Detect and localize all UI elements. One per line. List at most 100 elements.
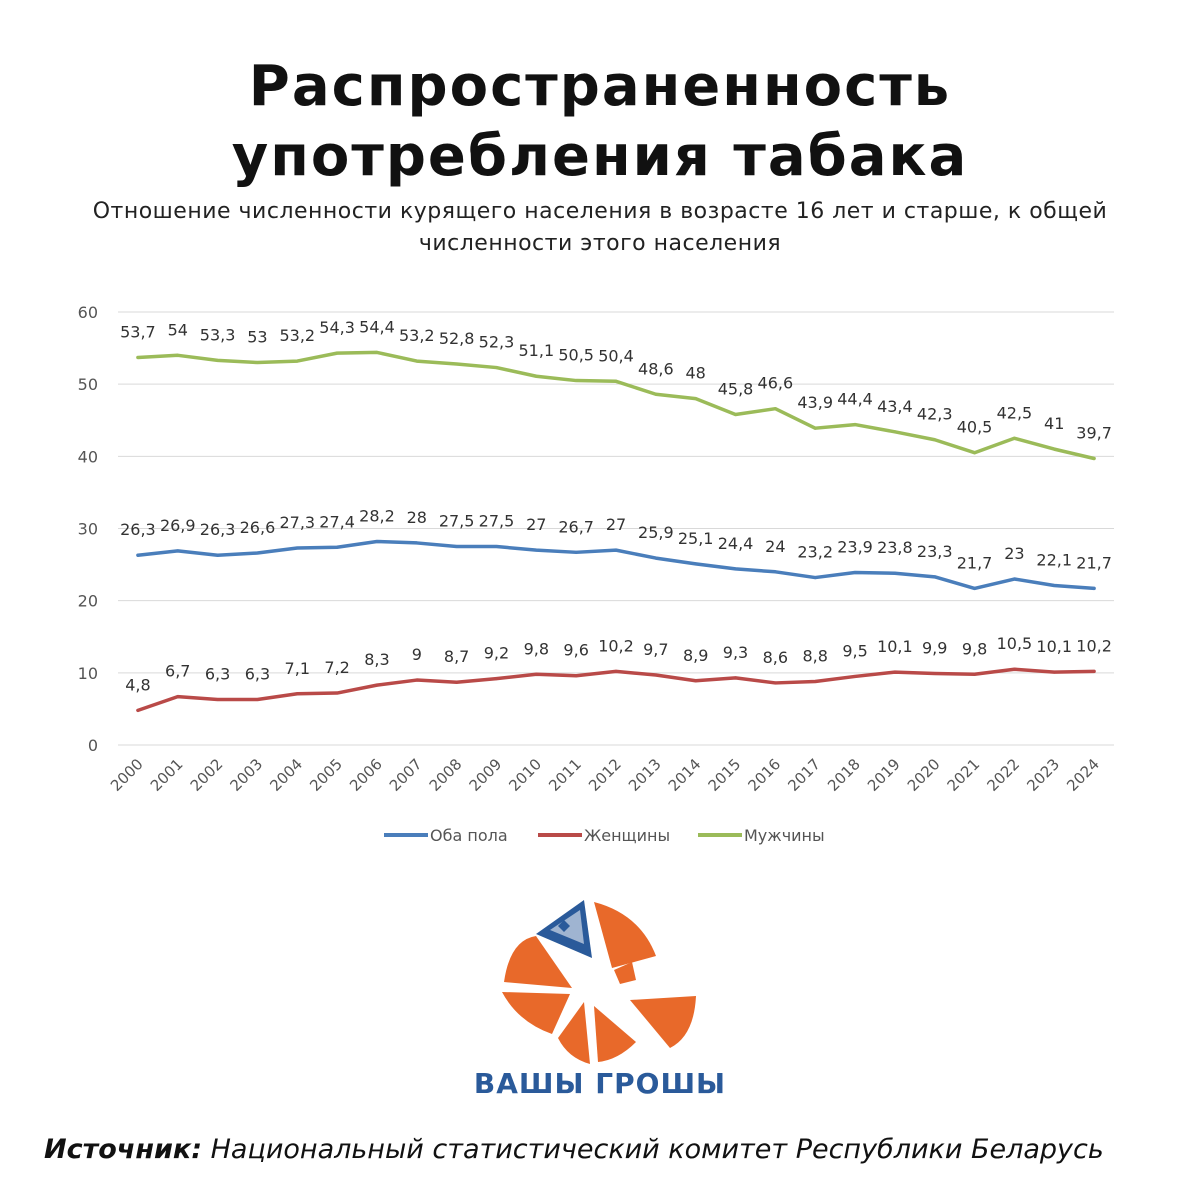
data-point	[335, 691, 339, 695]
data-label: 53,7	[120, 322, 156, 341]
data-label: 22,1	[1036, 551, 1072, 570]
data-label: 7,1	[285, 659, 310, 678]
data-point	[893, 571, 897, 575]
data-label: 45,8	[718, 379, 754, 398]
data-point	[494, 366, 498, 370]
data-point	[853, 423, 857, 427]
data-label: 26,9	[160, 516, 196, 535]
data-label: 48	[686, 364, 706, 383]
data-point	[216, 698, 220, 702]
data-label: 50,5	[558, 346, 594, 365]
data-label: 9,7	[643, 640, 668, 659]
data-point	[813, 426, 817, 430]
y-tick-label: 50	[78, 375, 98, 394]
x-tick-label: 2002	[187, 755, 227, 795]
data-label: 9,6	[563, 641, 588, 660]
logo	[480, 896, 720, 1064]
grid-layer	[118, 311, 1114, 746]
data-point	[415, 359, 419, 363]
y-tick-label: 10	[78, 664, 98, 683]
data-point	[455, 545, 459, 549]
x-tick-label: 2023	[1023, 755, 1063, 795]
x-tick-label: 2017	[784, 755, 824, 795]
data-point	[494, 677, 498, 681]
data-label: 42,5	[997, 403, 1033, 422]
data-label: 10,1	[1036, 637, 1072, 656]
data-point	[375, 683, 379, 687]
data-point	[1092, 669, 1096, 673]
data-label: 6,3	[205, 665, 230, 684]
data-label: 28,2	[359, 506, 395, 525]
data-point	[255, 551, 259, 555]
data-point	[1052, 447, 1056, 451]
x-tick-label: 2019	[864, 755, 904, 795]
x-tick-label: 2015	[705, 755, 745, 795]
data-label: 8,8	[802, 646, 827, 665]
data-label: 26,7	[558, 517, 594, 536]
data-point	[335, 351, 339, 355]
y-tick-label: 30	[78, 520, 98, 539]
data-point	[574, 379, 578, 383]
data-point	[1012, 667, 1016, 671]
data-label: 23,3	[917, 542, 953, 561]
source-note: Источник: Национальный статистический ко…	[44, 1134, 1174, 1165]
data-point	[375, 539, 379, 543]
data-point	[694, 397, 698, 401]
data-point	[893, 430, 897, 434]
data-label: 39,7	[1076, 423, 1112, 442]
chart-title: Распространенность употребления табака	[0, 52, 1200, 192]
data-label: 6,7	[165, 662, 190, 681]
data-point	[614, 379, 618, 383]
x-tick-label: 2010	[505, 755, 545, 795]
data-label: 27	[606, 515, 626, 534]
data-label: 23,2	[797, 543, 833, 562]
series-line-1	[136, 667, 1096, 713]
data-label: 10,5	[997, 634, 1033, 653]
data-label: 9,8	[962, 639, 987, 658]
data-label: 10,2	[598, 636, 634, 655]
source-text: Национальный статистический комитет Респ…	[202, 1134, 1104, 1165]
data-point	[933, 575, 937, 579]
x-tick-label: 2016	[744, 755, 784, 795]
data-label: 7,2	[324, 658, 349, 677]
data-point	[734, 567, 738, 571]
brand-name: ВАШЫ ГРОШЫ	[473, 1067, 727, 1100]
title-line-1: Распространенность	[248, 54, 952, 119]
data-point	[375, 350, 379, 354]
x-axis: 2000 2001 2002 2003 2004 2005 2006 2007 2008 2009…	[107, 755, 1103, 795]
data-label: 51,1	[519, 341, 555, 360]
data-label: 53	[247, 328, 267, 347]
data-labels: 26,3 26,9 26,3 26,6 27,3 27,4 28,2 28 27,5 27,5 27…	[120, 317, 1112, 694]
data-point	[455, 362, 459, 366]
data-point	[176, 549, 180, 553]
data-point	[216, 358, 220, 362]
title-line-2: употребления табака	[231, 124, 969, 189]
data-point	[534, 374, 538, 378]
y-tick-label: 40	[78, 447, 98, 466]
y-axis: 0 10 20 30 40 50 60	[78, 303, 98, 755]
data-label: 41	[1044, 414, 1064, 433]
data-point	[415, 678, 419, 682]
legend: Оба пола Женщины Мужчины	[384, 826, 825, 845]
data-point	[973, 451, 977, 455]
data-point	[335, 545, 339, 549]
data-point	[1012, 436, 1016, 440]
data-point	[734, 676, 738, 680]
data-point	[933, 438, 937, 442]
data-point	[694, 562, 698, 566]
data-point	[295, 359, 299, 363]
data-point	[176, 695, 180, 699]
x-tick-label: 2011	[545, 755, 585, 795]
data-label: 21,7	[1076, 553, 1112, 572]
data-label: 4,8	[125, 675, 150, 694]
data-point	[176, 353, 180, 357]
data-label: 27,4	[319, 512, 355, 531]
x-tick-label: 2008	[426, 755, 466, 795]
legend-label: Женщины	[584, 826, 670, 845]
data-label: 9,5	[842, 641, 867, 660]
data-label: 27,5	[479, 512, 515, 531]
data-label: 8,7	[444, 647, 469, 666]
data-label: 54,4	[359, 317, 395, 336]
x-tick-label: 2000	[107, 755, 147, 795]
